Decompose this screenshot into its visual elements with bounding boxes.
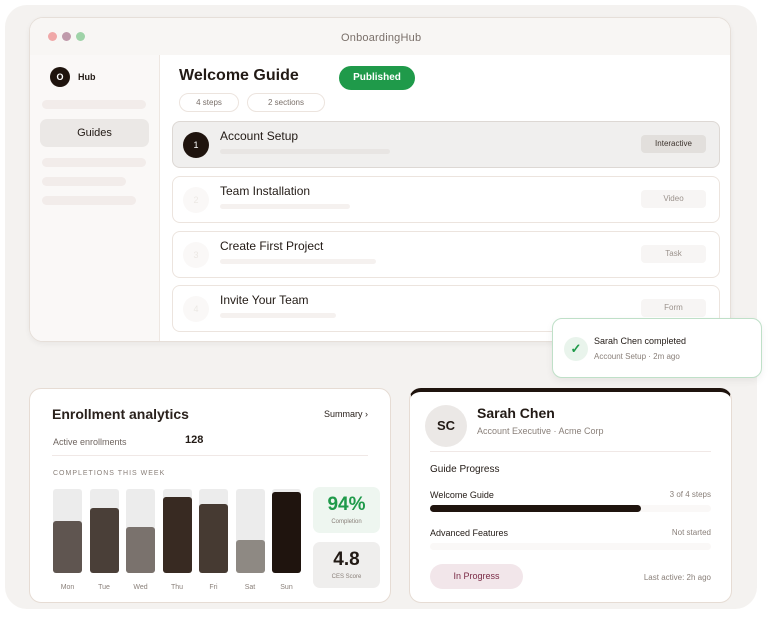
avatar: SC (425, 405, 467, 447)
close-dot[interactable] (48, 32, 57, 41)
section-label: COMPLETIONS THIS WEEK (53, 470, 166, 477)
bar-wed (126, 526, 155, 573)
step-number: 2 (183, 187, 209, 213)
sidebar-item-guides[interactable]: Guides (40, 119, 149, 147)
profile-role: Account Executive · Acme Corp (477, 426, 604, 436)
step-number: 1 (183, 132, 209, 158)
steps-chip: 4 steps (179, 93, 239, 112)
step-item[interactable]: 2 Team Installation Video (172, 176, 720, 223)
step-type: Task (641, 245, 706, 263)
placeholder (42, 158, 146, 167)
profile-card: SC Sarah Chen Account Executive · Acme C… (409, 388, 732, 603)
completion-tile: 94% Completion (313, 487, 380, 533)
bar-label: Wed (133, 584, 148, 591)
placeholder (220, 259, 376, 264)
maximize-dot[interactable] (76, 32, 85, 41)
active-enrollments-label: Active enrollments (53, 437, 127, 447)
bar-label: Mon (60, 584, 75, 591)
bar-track (89, 489, 119, 573)
brand-name: Hub (78, 72, 96, 82)
guide-name: Advanced Features (430, 528, 509, 538)
ces-tile: 4.8 CES Score (313, 542, 380, 588)
guide-progress-row: Advanced Features Not started (430, 528, 711, 538)
step-number: 4 (183, 296, 209, 322)
toast-title: Sarah Chen completed (594, 336, 687, 346)
window-title: OnboardingHub (341, 32, 422, 44)
bar-fri (199, 504, 228, 573)
bar-track (235, 489, 265, 573)
step-item[interactable]: 1 Account Setup Interactive (172, 121, 720, 168)
step-item[interactable]: 4 Invite Your Team Form (172, 285, 720, 332)
step-type: Video (641, 190, 706, 208)
sidebar: O Hub Guides (30, 55, 160, 341)
page-title: Welcome Guide (179, 67, 299, 84)
divider (52, 455, 368, 456)
guide-editor: Welcome Guide Published 4 steps 2 sectio… (161, 55, 730, 341)
guide-status: 3 of 4 steps (669, 490, 711, 499)
section-title: Guide Progress (430, 464, 500, 475)
logo: O (50, 67, 70, 87)
bar-track (272, 489, 301, 573)
minimize-dot[interactable] (62, 32, 71, 41)
progress-fill (430, 505, 641, 512)
bar-label: Thu (170, 584, 184, 591)
bar-thu (162, 497, 192, 573)
active-enrollments-value: 128 (185, 434, 204, 446)
bar-mon (53, 520, 82, 573)
step-type: Interactive (641, 135, 706, 153)
bar-sat (235, 540, 265, 573)
status-badge: In Progress (430, 564, 523, 589)
step-type: Form (641, 299, 706, 317)
last-active: Last active: 2h ago (643, 573, 711, 582)
ces-label: CES Score (331, 574, 362, 580)
summary-link[interactable]: Summary › (323, 409, 368, 419)
step-number: 3 (183, 242, 209, 268)
guide-progress-row: Welcome Guide 3 of 4 steps (430, 490, 711, 500)
placeholder (220, 149, 390, 154)
bar-label: Tue (98, 584, 110, 591)
bar-tue (89, 508, 119, 573)
status-badge[interactable]: Published (339, 66, 415, 90)
bar-track (199, 489, 228, 573)
bar-track (162, 489, 192, 573)
step-item[interactable]: 3 Create First Project Task (172, 231, 720, 278)
ces-value: 4.8 (333, 549, 360, 570)
guide-status: Not started (671, 528, 711, 537)
bar-label: Sat (244, 584, 256, 591)
step-title: Account Setup (220, 129, 299, 143)
placeholder (220, 204, 350, 209)
placeholder (42, 100, 146, 109)
title-bar: OnboardingHub (30, 18, 730, 55)
profile-name: Sarah Chen (477, 405, 555, 421)
placeholder (42, 196, 136, 205)
bar-track (126, 489, 155, 573)
analytics-card: Enrollment analytics Summary › Active en… (29, 388, 391, 603)
bar-sun (272, 492, 301, 573)
completion-value: 94% (327, 494, 366, 515)
sections-chip: 2 sections (247, 93, 325, 112)
completion-toast[interactable]: ✓ Sarah Chen completed Account Setup · 2… (552, 318, 762, 378)
app-window: OnboardingHub O Hub Guides Welcome Guide… (29, 17, 731, 342)
bar-label: Fri (209, 584, 218, 591)
guide-name: Welcome Guide (430, 490, 494, 500)
check-icon: ✓ (564, 337, 588, 361)
placeholder (42, 177, 126, 186)
completion-label: Completion (331, 519, 362, 525)
bar-label: Sun (280, 584, 293, 591)
progress-bar (430, 505, 711, 512)
analytics-title: Enrollment analytics (52, 406, 189, 422)
placeholder (220, 313, 336, 318)
divider (430, 451, 711, 452)
step-title: Team Installation (220, 184, 311, 198)
toast-subtitle: Account Setup · 2m ago (594, 352, 680, 361)
bar-track (53, 489, 82, 573)
step-title: Create First Project (220, 239, 324, 253)
step-title: Invite Your Team (220, 293, 309, 307)
progress-bar (430, 543, 711, 550)
